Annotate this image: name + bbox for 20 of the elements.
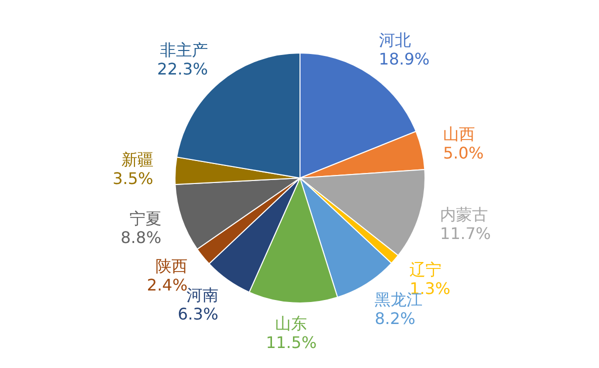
data-label: 22.3%: [157, 60, 208, 79]
slice-label: 新疆: [121, 150, 154, 169]
slice-label: 河南: [186, 285, 218, 304]
slice-label: 山西: [443, 124, 476, 144]
data-label: 6.3%: [178, 304, 218, 324]
slice-label: 内蒙古: [440, 204, 488, 224]
slice-label: 辽宁: [410, 260, 442, 279]
slice-label: 山东: [275, 314, 308, 333]
slice-label: 河北: [378, 30, 411, 50]
slice-label: 宁夏: [129, 209, 162, 228]
data-label: 8.8%: [120, 228, 162, 248]
data-label: 11.7%: [440, 224, 491, 243]
data-label: 2.4%: [146, 276, 188, 295]
data-label: 18.9%: [378, 50, 430, 69]
data-label: 5.0%: [443, 143, 484, 162]
slice-label: 陕西: [156, 256, 188, 276]
slice-label: 非主产: [160, 40, 208, 60]
data-label: 3.5%: [112, 168, 154, 188]
data-label: 11.5%: [266, 332, 317, 352]
data-label: 8.2%: [374, 309, 416, 328]
